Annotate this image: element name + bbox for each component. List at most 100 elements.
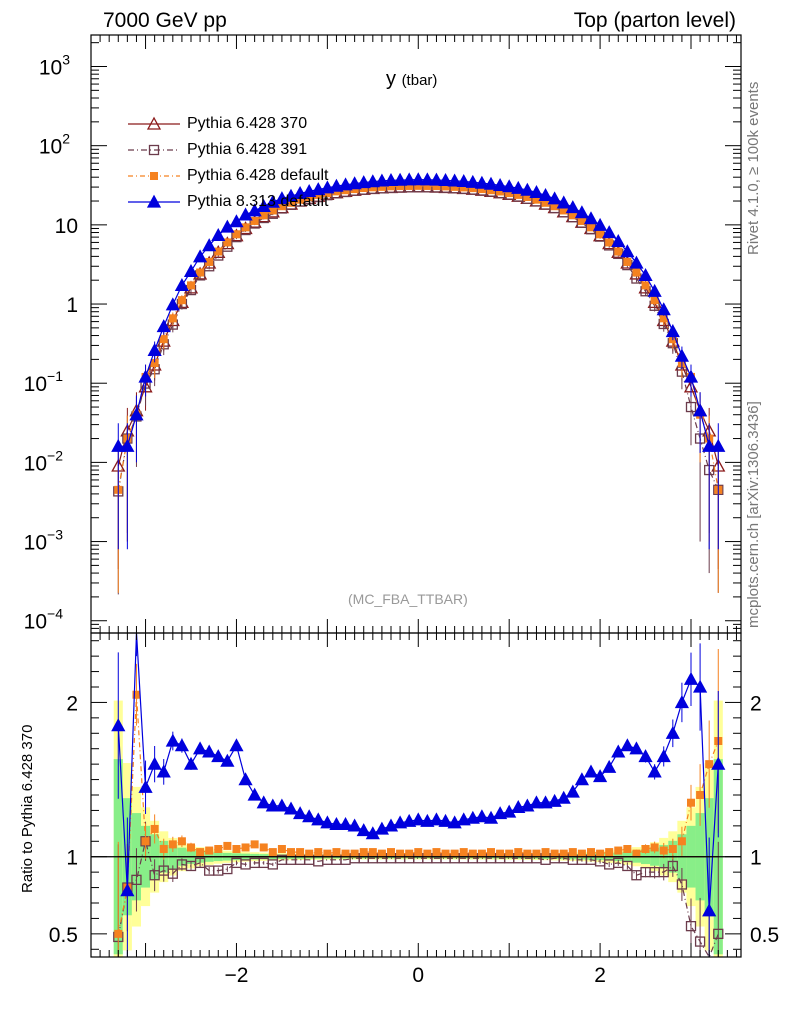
ratio-point [283, 801, 299, 815]
data-point [438, 172, 453, 186]
ratio-point [405, 849, 414, 858]
plot-title-suffix: (tbar) [401, 72, 438, 89]
ratio-point [438, 813, 453, 827]
data-point [250, 216, 259, 225]
ratio-point [705, 760, 714, 769]
data-point [577, 216, 586, 225]
x-tick-label: −2 [224, 964, 248, 987]
data-point [665, 324, 680, 338]
data-point [192, 249, 208, 263]
ratio-point [292, 806, 308, 820]
data-point [496, 187, 505, 196]
ratio-point [420, 813, 435, 827]
data-point [574, 205, 590, 219]
data-point [492, 177, 508, 191]
ratio-point [250, 840, 259, 849]
ratio-point [287, 848, 295, 857]
data-point [232, 230, 241, 239]
ratio-point [474, 809, 490, 823]
ratio-point [550, 849, 559, 858]
data-point [441, 182, 450, 191]
ratio-point [441, 849, 450, 858]
ratio-point [211, 749, 226, 763]
ratio-point [223, 841, 232, 850]
y-tick-exponent: 2 [62, 131, 70, 147]
ratio-point [541, 848, 550, 857]
data-point [287, 198, 295, 207]
y-tick-label: 10−4 [24, 606, 64, 634]
ratio-point [713, 928, 724, 940]
data-point [387, 182, 395, 191]
ratio-point [696, 791, 705, 799]
ratio-point [174, 738, 190, 752]
data-point [702, 438, 717, 452]
data-point [156, 319, 171, 333]
ratio-point [565, 784, 580, 798]
ratio-point [350, 849, 359, 858]
ratio-point [156, 764, 171, 778]
ratio-point [296, 848, 305, 857]
data-point [247, 203, 262, 217]
data-point [405, 181, 414, 190]
x-tick-label: 2 [594, 964, 606, 987]
data-point [514, 190, 523, 199]
ratio-y-tick-label-left: 2 [66, 692, 78, 715]
uncertainty-bands [113, 700, 723, 957]
legend-markers [128, 116, 180, 208]
mcplots-label: mcplots.cern.ch [arXiv:1306.3436] [745, 401, 762, 628]
data-point [396, 182, 405, 191]
ratio-point [141, 837, 150, 846]
ratio-point [559, 849, 568, 858]
data-point [632, 268, 641, 277]
data-point [174, 278, 190, 292]
ratio-point [650, 843, 659, 852]
ratio-point [329, 816, 344, 830]
ratio-point [159, 845, 168, 853]
data-point [538, 187, 553, 201]
y-tick-label: 102 [39, 131, 70, 159]
data-point [423, 181, 432, 190]
plot-title: y (tbar) [386, 68, 437, 91]
y-tick-label: 103 [39, 52, 70, 80]
data-point [120, 438, 135, 452]
ratio-point [392, 815, 408, 829]
ratio-point [668, 845, 677, 853]
ratio-point [414, 848, 423, 857]
ratio-point [583, 764, 599, 778]
ratio-point [202, 744, 217, 758]
analysis-label: (MC_FBA_TTBAR) [348, 591, 468, 607]
header-left-label: 7000 GeV pp [103, 9, 227, 32]
data-point [474, 175, 490, 189]
data-point [505, 189, 514, 198]
data-point [159, 335, 168, 344]
data-point [414, 181, 423, 190]
ratio-point [587, 848, 595, 857]
legend-marker-0 [146, 116, 162, 130]
ratio-point [459, 848, 468, 857]
ratio-point [602, 759, 617, 773]
data-point [411, 172, 426, 186]
ratio-y-tick-label-right: 0.5 [750, 924, 779, 947]
ratio-point [611, 744, 626, 758]
data-point [265, 194, 280, 208]
ratio-point [632, 849, 641, 858]
y-tick-label: 10 [55, 215, 78, 238]
ratio-point [511, 799, 526, 813]
y-tick-label: 10−1 [24, 368, 64, 396]
ratio-y-axis-label: Ratio to Pythia 6.428 370 [19, 724, 36, 893]
series-line-0 [117, 186, 719, 467]
ratio-point [241, 843, 250, 852]
ratio-y-tick-label-right: 2 [750, 692, 762, 715]
ratio-point [596, 849, 605, 858]
ratio-point [477, 849, 486, 858]
ratio-line-3 [117, 632, 719, 911]
ratio-point [150, 824, 159, 833]
ratio-point [338, 816, 353, 830]
series-line-1 [117, 186, 719, 492]
data-point [541, 198, 550, 207]
y-tick-exponent: 3 [62, 52, 70, 68]
data-point [383, 172, 399, 186]
ratio-point [194, 857, 206, 869]
rivet-version-label: Rivet 4.1.0, ≥ 100k events [745, 81, 762, 255]
ratio-point [268, 848, 277, 857]
